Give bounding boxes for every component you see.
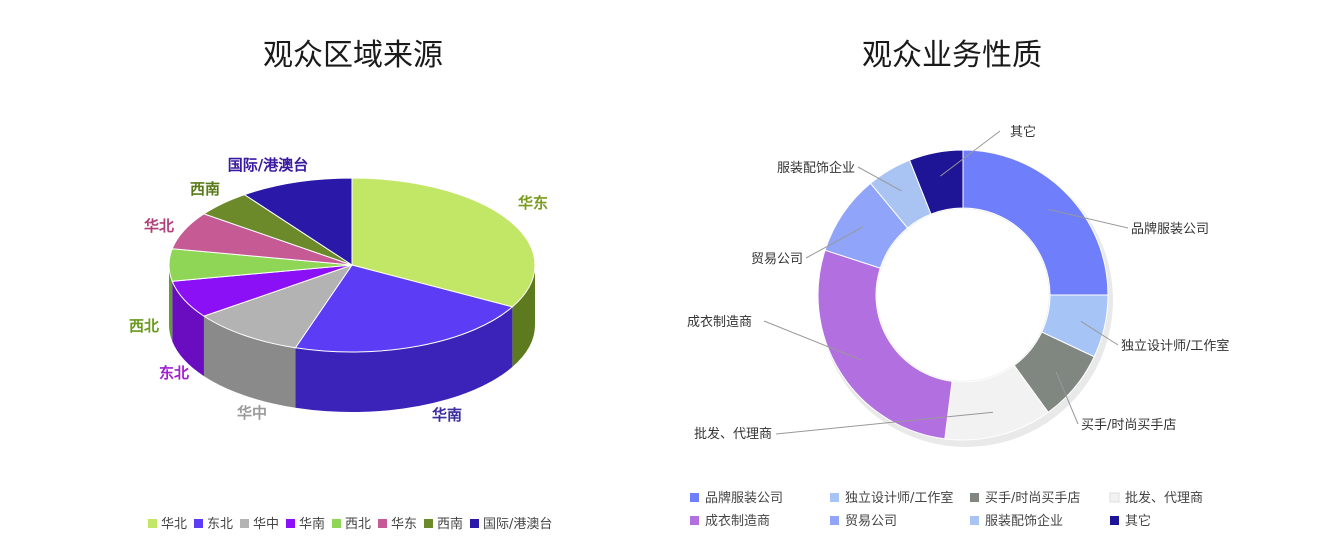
region-legend-item[interactable]: 东北 bbox=[207, 517, 233, 532]
region-legend-swatch bbox=[332, 519, 341, 528]
business-legend-swatch bbox=[1109, 492, 1120, 503]
business-legend-swatch bbox=[970, 493, 979, 502]
region-data-label: 华东 bbox=[518, 194, 548, 212]
business-slice-4[interactable] bbox=[817, 249, 953, 440]
region-slice-1[interactable] bbox=[294, 264, 514, 353]
region-slice-side-1 bbox=[295, 306, 513, 412]
region-legend-swatch bbox=[240, 519, 249, 528]
business-legend-item[interactable]: 独立设计师/工作室 bbox=[845, 490, 953, 506]
business-leader-line bbox=[1080, 320, 1119, 346]
region-data-label: 华北 bbox=[144, 217, 174, 235]
business-leader-line bbox=[763, 320, 862, 361]
region-legend-item[interactable]: 华北 bbox=[161, 517, 187, 532]
region-data-label: 华南 bbox=[432, 406, 462, 424]
business-legend-item[interactable]: 成衣制造商 bbox=[705, 513, 770, 529]
region-legend-item[interactable]: 华南 bbox=[299, 516, 325, 532]
business-legend-item[interactable]: 贸易公司 bbox=[845, 514, 897, 529]
business-data-label: 成衣制造商 bbox=[687, 314, 752, 330]
business-leader-line bbox=[805, 226, 864, 259]
region-slice-side-2 bbox=[203, 316, 296, 408]
region-data-label: 国际/港澳台 bbox=[228, 156, 308, 174]
region-slice-side-0 bbox=[512, 265, 535, 367]
business-data-label: 独立设计师/工作室 bbox=[1121, 338, 1229, 354]
region-legend-item[interactable]: 国际/港澳台 bbox=[483, 516, 552, 532]
business-data-label: 服装配饰企业 bbox=[777, 160, 855, 176]
region-legend-item[interactable]: 西北 bbox=[345, 517, 371, 532]
region-slice-0[interactable] bbox=[351, 177, 536, 308]
business-leader-line bbox=[940, 130, 1001, 177]
region-legend-swatch bbox=[148, 519, 157, 528]
region-legend: 华北 东北 华中 华南 西北 华东 西南 国际/港澳台 bbox=[148, 516, 552, 532]
region-legend-swatch bbox=[378, 519, 387, 528]
region-data-label: 华中 bbox=[237, 404, 267, 422]
business-legend-item[interactable]: 服装配饰企业 bbox=[985, 513, 1063, 529]
business-legend-item[interactable]: 其它 bbox=[1125, 513, 1151, 529]
business-legend-swatch bbox=[830, 493, 839, 502]
business-legend-item[interactable]: 买手/时尚买手店 bbox=[985, 491, 1080, 506]
business-chart-title: 观众业务性质 bbox=[862, 38, 1042, 73]
region-data-label: 东北 bbox=[159, 364, 189, 382]
business-data-label: 其它 bbox=[1010, 124, 1036, 140]
business-legend-swatch bbox=[690, 516, 699, 525]
region-legend-item[interactable]: 西南 bbox=[437, 516, 463, 532]
region-slice-side-3 bbox=[172, 281, 204, 377]
business-leader-line bbox=[1048, 208, 1129, 229]
region-slice-side-4 bbox=[169, 265, 173, 342]
region-slice-2[interactable] bbox=[202, 264, 354, 349]
donut-hole bbox=[877, 209, 1049, 381]
business-data-label: 批发、代理商 bbox=[694, 426, 772, 442]
business-legend-item[interactable]: 批发、代理商 bbox=[1125, 490, 1203, 506]
business-data-label: 买手/时尚买手店 bbox=[1081, 418, 1176, 433]
region-chart-title: 观众区域来源 bbox=[263, 38, 443, 73]
business-legend-item[interactable]: 品牌服装公司 bbox=[705, 490, 783, 506]
business-legend-swatch bbox=[1110, 516, 1119, 525]
region-legend-swatch bbox=[194, 519, 203, 528]
business-data-label: 贸易公司 bbox=[751, 252, 803, 267]
business-leader-line bbox=[775, 411, 994, 435]
region-legend-swatch bbox=[424, 519, 433, 528]
business-legend-swatch bbox=[690, 493, 699, 502]
business-data-label: 品牌服装公司 bbox=[1131, 221, 1209, 237]
business-legend-swatch bbox=[970, 516, 979, 525]
business-legend-swatch bbox=[830, 516, 839, 525]
region-slice-7[interactable] bbox=[243, 177, 353, 266]
business-slice-0[interactable] bbox=[962, 149, 1109, 296]
region-data-label: 西南 bbox=[190, 180, 220, 198]
region-data-label: 西北 bbox=[129, 317, 159, 335]
business-leader-line bbox=[1055, 371, 1079, 425]
region-legend-swatch bbox=[470, 519, 479, 528]
business-leader-line bbox=[857, 166, 902, 192]
business-slice-7[interactable] bbox=[908, 149, 964, 215]
region-legend-swatch bbox=[286, 519, 295, 528]
region-legend-item[interactable]: 华中 bbox=[253, 517, 279, 532]
region-legend-item[interactable]: 华东 bbox=[391, 517, 417, 532]
